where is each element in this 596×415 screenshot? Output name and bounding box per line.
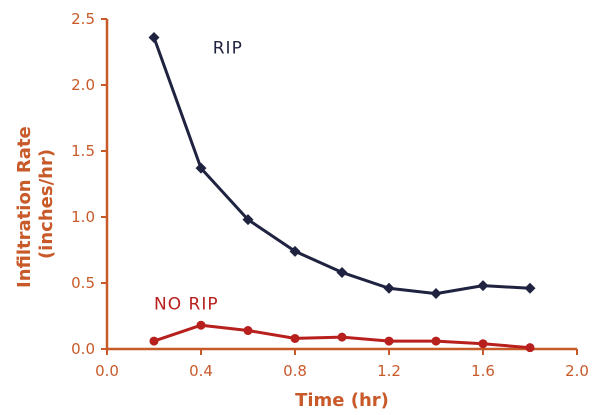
data-point-no-rip (149, 336, 159, 346)
data-point-rip (289, 245, 301, 257)
series-label-no-rip: NO RIP (154, 294, 219, 314)
x-tick-label: 1.2 (377, 362, 401, 380)
x-tick-label: 2.0 (565, 362, 589, 380)
series-group: RIP NO RIP (148, 31, 536, 353)
axes (101, 18, 578, 355)
data-point-rip (336, 266, 348, 278)
data-point-no-rip (525, 343, 535, 353)
tick-labels: 0.0 0.5 1.0 1.5 2.0 2.5 0.0 0.4 0.8 1.2 1.6 2.0 (71, 10, 589, 380)
data-point-no-rip (384, 336, 394, 346)
y-axis-title-line-2: (inches/hr) (36, 149, 57, 259)
data-point-rip (148, 31, 160, 43)
y-tick-label: 2.5 (71, 10, 95, 28)
x-tick-label: 0.0 (95, 362, 119, 380)
y-tick-label: 0.5 (71, 274, 95, 292)
data-point-rip (477, 280, 489, 292)
data-point-rip (524, 282, 536, 294)
data-point-rip (383, 282, 395, 294)
data-point-no-rip (431, 336, 441, 346)
data-point-no-rip (337, 332, 347, 342)
data-point-rip (430, 288, 442, 300)
data-point-no-rip (196, 320, 206, 330)
series-line-rip (152, 36, 531, 296)
x-tick-label: 1.6 (471, 362, 495, 380)
y-tick-label: 0.0 (71, 340, 95, 358)
data-point-no-rip (290, 333, 300, 343)
data-point-rip (195, 162, 207, 174)
y-tick-label: 1.0 (71, 208, 95, 226)
x-tick-label: 0.8 (283, 362, 307, 380)
x-axis-title: Time (hr) (295, 390, 389, 411)
data-point-rip (242, 214, 254, 226)
data-point-no-rip (243, 326, 253, 336)
y-tick-label: 1.5 (71, 142, 95, 160)
x-tick-label: 0.4 (189, 362, 213, 380)
y-tick-label: 2.0 (71, 76, 95, 94)
data-point-no-rip (478, 339, 488, 349)
y-axis-title-line-1: Infiltration Rate (14, 126, 35, 288)
y-axis-title: Infiltration Rate (inches/hr) (14, 120, 57, 288)
series-label-rip: RIP (213, 38, 243, 58)
